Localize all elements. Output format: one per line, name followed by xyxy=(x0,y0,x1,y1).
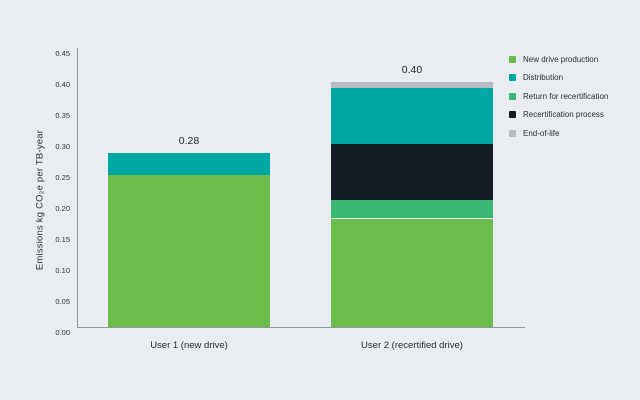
legend-label: End-of-life xyxy=(523,128,560,138)
y-tick-label: 0.25 xyxy=(55,173,70,182)
legend-swatch-icon xyxy=(509,55,516,63)
y-axis-line xyxy=(77,48,78,328)
x-axis-line xyxy=(77,327,525,328)
legend-item: Recertification process xyxy=(509,109,608,121)
y-tick-label: 0.10 xyxy=(55,266,70,275)
legend-item: Return for recertification xyxy=(509,90,608,102)
legend-item: End-of-life xyxy=(509,127,608,139)
legend-label: Return for recertification xyxy=(523,91,609,101)
legend-label: New drive production xyxy=(523,54,599,64)
y-tick-label: 0.45 xyxy=(55,49,70,58)
legend-item: Distribution xyxy=(509,72,608,84)
x-category-label: User 2 (recertified drive) xyxy=(361,340,463,351)
bar-segment xyxy=(108,153,270,176)
legend-item: New drive production xyxy=(509,53,608,65)
x-category-label: User 1 (new drive) xyxy=(150,340,228,351)
y-tick-label: 0.35 xyxy=(55,111,70,120)
y-tick-label: 0.30 xyxy=(55,142,70,151)
y-tick-label: 0.00 xyxy=(55,328,70,337)
y-tick-label: 0.20 xyxy=(55,204,70,213)
bar-segment xyxy=(108,175,270,327)
legend-swatch-icon xyxy=(509,92,516,100)
bar-segment xyxy=(331,82,493,89)
bar-segment xyxy=(331,199,493,219)
legend: New drive production Distribution Return f… xyxy=(509,53,608,146)
legend-label: Recertification process xyxy=(523,110,604,120)
legend-swatch-icon xyxy=(509,74,516,82)
legend-swatch-icon xyxy=(509,111,516,119)
legend-swatch-icon xyxy=(509,129,516,137)
bar-segment xyxy=(331,218,493,327)
bar-total-label: 0.28 xyxy=(178,135,200,148)
y-tick-label: 0.15 xyxy=(55,235,70,244)
y-tick-label: 0.40 xyxy=(55,80,70,89)
bar-total-label: 0.40 xyxy=(401,64,423,77)
bar-segment xyxy=(331,144,493,200)
y-tick-label: 0.05 xyxy=(55,297,70,306)
legend-label: Distribution xyxy=(523,73,564,83)
bar-segment xyxy=(331,88,493,145)
